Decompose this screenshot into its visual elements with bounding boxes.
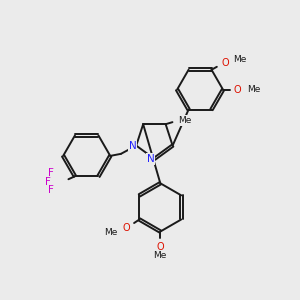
Text: O: O bbox=[157, 242, 164, 252]
Text: Me: Me bbox=[104, 228, 118, 237]
Text: O: O bbox=[221, 58, 229, 68]
Text: F: F bbox=[48, 168, 54, 178]
Text: F: F bbox=[46, 177, 51, 187]
Text: N: N bbox=[128, 141, 136, 151]
Text: N: N bbox=[147, 154, 154, 164]
Text: Me: Me bbox=[247, 85, 260, 94]
Text: Me: Me bbox=[154, 250, 167, 260]
Text: Me: Me bbox=[178, 116, 192, 125]
Text: Me: Me bbox=[234, 55, 247, 64]
Text: F: F bbox=[48, 185, 54, 195]
Text: O: O bbox=[234, 85, 242, 94]
Text: O: O bbox=[122, 223, 130, 233]
